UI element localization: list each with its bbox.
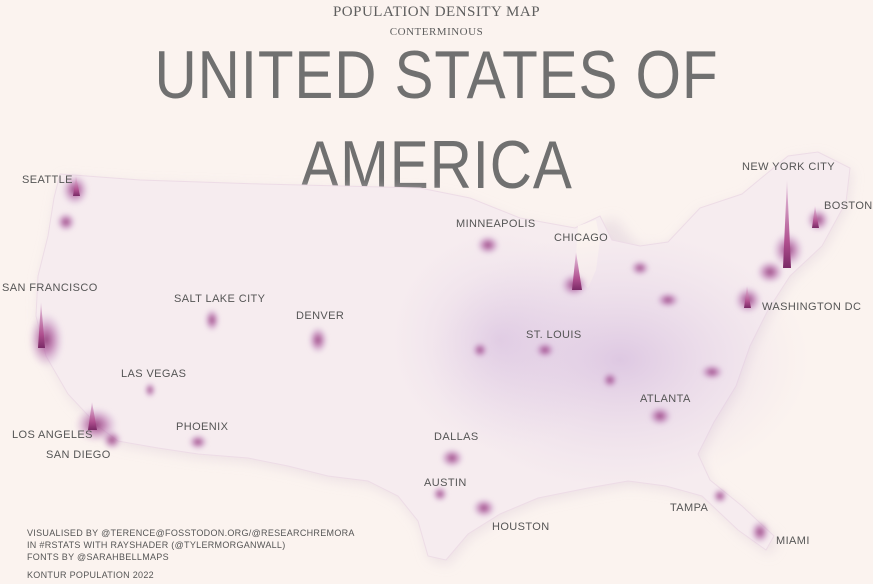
hotspot-atlanta <box>648 406 672 426</box>
city-label-las-vegas: LAS VEGAS <box>121 368 187 380</box>
hotspot-boston <box>806 208 830 232</box>
map-title: UNITED STATES OF AMERICA <box>154 37 719 203</box>
city-label-san-francisco: SAN FRANCISCO <box>2 282 98 294</box>
spike-washington <box>744 286 751 308</box>
city-label-miami: MIAMI <box>776 535 810 547</box>
hotspot-houston <box>472 498 496 518</box>
city-label-st-louis: ST. LOUIS <box>526 329 582 341</box>
city-label-austin: AUSTIN <box>424 477 467 489</box>
city-label-atlanta: ATLANTA <box>640 393 691 405</box>
hotspots <box>28 174 830 544</box>
city-label-tampa: TAMPA <box>670 502 709 514</box>
hotspot-detroit <box>630 260 650 276</box>
hotspot-slc <box>204 308 220 332</box>
credits-line-1: VISUALISED BY @TERENCE@FOSSTODON.ORG/@RE… <box>27 528 355 538</box>
hotspot-ohio <box>656 292 680 308</box>
city-label-boston: BOSTON <box>824 200 873 212</box>
city-label-houston: HOUSTON <box>492 521 550 533</box>
us-density-map <box>28 151 852 565</box>
hotspot-minneapolis <box>476 235 500 255</box>
city-label-denver: DENVER <box>296 310 345 322</box>
hotspot-miami <box>750 520 770 544</box>
credits: VISUALISED BY @TERENCE@FOSSTODON.ORG/@RE… <box>27 527 355 563</box>
hotspot-portland <box>56 212 76 232</box>
city-label-new-york-city: NEW YORK CITY <box>742 161 836 173</box>
city-label-seattle: SEATTLE <box>22 174 73 186</box>
city-label-san-diego: SAN DIEGO <box>46 449 111 461</box>
hotspot-stlouis <box>535 342 555 358</box>
map-kicker: POPULATION DENSITY MAP <box>332 4 541 20</box>
spike-chicago <box>572 252 582 290</box>
map-subtitle: CONTERMINOUS <box>389 26 484 38</box>
city-label-dallas: DALLAS <box>434 431 479 443</box>
city-label-salt-lake-city: SALT LAKE CITY <box>174 293 266 305</box>
spike-san-francisco <box>38 302 45 348</box>
city-label-chicago: CHICAGO <box>554 232 609 244</box>
spike-boston <box>812 206 819 228</box>
hotspot-austin <box>432 486 448 502</box>
hotspot-sd <box>102 430 122 450</box>
hotspot-denver <box>308 326 328 354</box>
hotspot-dallas <box>440 448 464 468</box>
data-source: KONTUR POPULATION 2022 <box>27 570 154 580</box>
city-label-los-angeles: LOS ANGELES <box>12 429 93 441</box>
spike-seattle <box>73 176 80 196</box>
hotspot-carolina <box>700 364 724 380</box>
spike-new-york <box>783 180 791 268</box>
density-spikes <box>38 176 819 430</box>
hotspot-tampa <box>712 488 728 504</box>
credits-line-3: FONTS BY @SARAHBELLMAPS <box>27 552 169 562</box>
hotspot-kc <box>472 342 488 358</box>
hotspot-philly <box>756 260 784 284</box>
city-label-minneapolis: MINNEAPOLIS <box>456 218 536 230</box>
hotspot-nashville <box>602 372 618 388</box>
hotspot-lv <box>144 382 156 398</box>
spike-los-angeles <box>88 402 97 430</box>
midwest-density-wash <box>390 230 610 450</box>
city-label-washington-dc: WASHINGTON DC <box>762 301 862 313</box>
credits-line-2: IN #RSTATS WITH RAYSHADER (@TYLERMORGANW… <box>27 540 286 550</box>
city-label-phoenix: PHOENIX <box>176 421 229 433</box>
hotspot-sf <box>28 312 64 368</box>
hotspot-phoenix <box>188 434 208 450</box>
